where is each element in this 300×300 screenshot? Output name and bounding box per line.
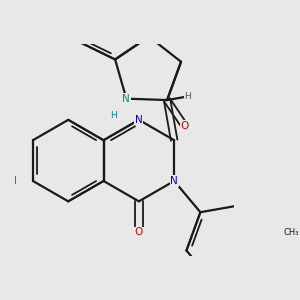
- Text: N: N: [170, 176, 178, 186]
- Text: H: H: [110, 111, 117, 120]
- Text: O: O: [180, 121, 189, 131]
- Text: I: I: [14, 176, 16, 186]
- Text: N: N: [122, 94, 130, 103]
- Text: H: H: [184, 92, 191, 101]
- Text: CH₃: CH₃: [283, 228, 298, 237]
- Text: N: N: [135, 115, 143, 125]
- Text: O: O: [135, 227, 143, 237]
